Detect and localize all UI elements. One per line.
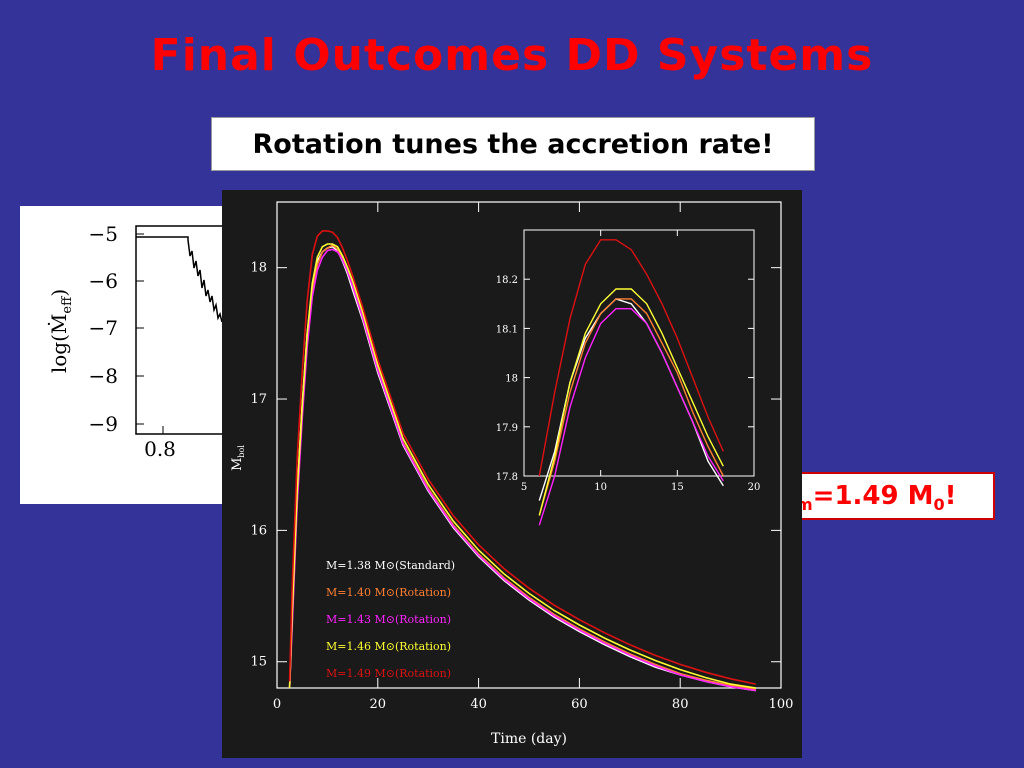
legend-entry-4: M=1.46 M⊙(Rotation) xyxy=(326,640,451,653)
series-line-5 xyxy=(538,239,724,477)
x-tick-label: 40 xyxy=(470,697,487,712)
mass-note-sub2: 0 xyxy=(933,494,945,514)
x-tick-label: 0 xyxy=(273,697,281,712)
y-tick-label: 16 xyxy=(250,523,267,538)
y-tick-label: 18.2 xyxy=(496,275,518,286)
inset-series-lines xyxy=(538,239,724,526)
x-tick-label: 10 xyxy=(594,482,607,493)
subtitle-text: Rotation tunes the accretion rate! xyxy=(252,128,774,160)
main-lightcurve-plot: 0 20 40 60 80 100 15 16 17 18 Time (day) Mbol M=1… xyxy=(222,190,802,758)
mass-note-box: m =1.49 M 0 ! xyxy=(788,472,995,520)
left-ytick-label: −7 xyxy=(89,316,118,340)
left-ytick-label: −9 xyxy=(89,412,118,436)
main-series-lines xyxy=(288,230,756,692)
series-line-5 xyxy=(288,230,756,685)
left-xtick-label: 0.8 xyxy=(144,437,176,461)
main-plot-frame xyxy=(276,201,782,689)
x-tick-label: 15 xyxy=(671,482,684,493)
x-tick-label: 20 xyxy=(748,482,761,493)
series-line-4 xyxy=(538,288,724,516)
left-accretion-curve xyxy=(136,236,223,323)
y-tick-label: 17 xyxy=(250,392,267,407)
main-plot-svg: 0 20 40 60 80 100 15 16 17 18 Time (day) Mbol M=1… xyxy=(230,201,793,747)
main-ticks: 0 20 40 60 80 100 15 16 17 18 xyxy=(250,202,793,712)
legend-entry-5: M=1.49 M⊙(Rotation) xyxy=(326,667,451,680)
left-plot-svg: −5 −6 −7 −8 −9 0.8 log(Ṁeff) xyxy=(47,222,257,461)
slide-title: Final Outcomes DD Systems xyxy=(150,30,874,81)
y-tick-label: 17.8 xyxy=(496,472,518,483)
series-line-3 xyxy=(288,248,756,692)
y-tick-label: 18.1 xyxy=(496,324,518,335)
left-yticks: −5 −6 −7 −8 −9 xyxy=(89,222,144,436)
series-line-3 xyxy=(538,307,724,526)
left-ylabel: log(Ṁeff) xyxy=(47,289,75,373)
x-tick-label: 60 xyxy=(571,697,588,712)
y-tick-label: 17.9 xyxy=(496,423,518,434)
y-tick-label: 18 xyxy=(250,261,267,276)
main-ylabel: Mbol xyxy=(230,445,246,471)
inset-ticks: 5 10 15 20 17.8 17.9 18 18.1 18.2 xyxy=(496,230,761,493)
mass-note-post: ! xyxy=(944,481,957,511)
x-tick-label: 100 xyxy=(769,697,794,712)
left-ytick-label: −8 xyxy=(89,364,118,388)
series-line-4 xyxy=(288,243,756,689)
legend-entry-2: M=1.40 M⊙(Rotation) xyxy=(326,586,451,599)
left-ytick-label: −6 xyxy=(89,269,118,293)
mass-note-value: =1.49 M xyxy=(812,481,934,511)
left-accretion-plot: −5 −6 −7 −8 −9 0.8 log(Ṁeff) xyxy=(20,206,257,504)
legend: M=1.38 M⊙(Standard) M=1.40 M⊙(Rotation) M=… xyxy=(326,559,455,680)
subtitle-box: Rotation tunes the accretion rate! xyxy=(211,117,815,171)
y-tick-label: 15 xyxy=(250,655,267,670)
x-tick-label: 80 xyxy=(672,697,689,712)
x-tick-label: 5 xyxy=(521,482,527,493)
x-tick-label: 20 xyxy=(370,697,387,712)
main-xlabel: Time (day) xyxy=(491,731,567,747)
left-ytick-label: −5 xyxy=(89,222,118,246)
legend-entry-3: M=1.43 M⊙(Rotation) xyxy=(326,613,451,626)
legend-entry-1: M=1.38 M⊙(Standard) xyxy=(326,559,455,572)
series-line-2 xyxy=(538,298,724,516)
y-tick-label: 18 xyxy=(505,374,518,385)
